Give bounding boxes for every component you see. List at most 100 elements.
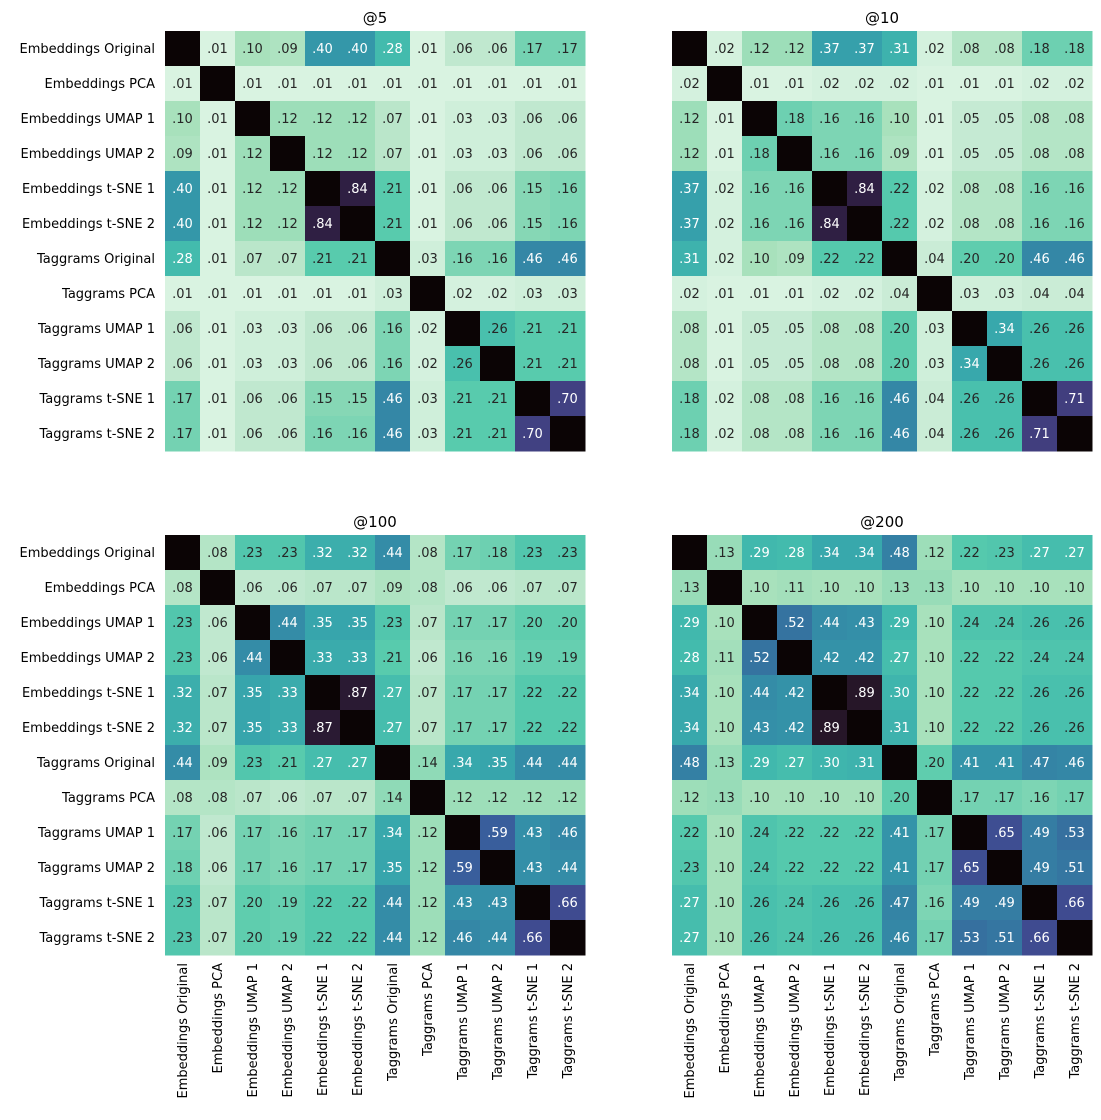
heatmap-cell — [515, 416, 551, 452]
cell-label: .40 — [347, 42, 368, 57]
cell-label: .01 — [417, 217, 438, 232]
heatmap-cell — [707, 780, 743, 816]
heatmap-cell — [550, 206, 586, 242]
cell-label: .21 — [557, 357, 578, 372]
heatmap-cell — [1022, 605, 1058, 641]
cell-label: .24 — [1029, 651, 1050, 666]
cell-label: .49 — [994, 896, 1015, 911]
cell-label: .23 — [557, 546, 578, 561]
heatmap-cell — [812, 276, 848, 312]
heatmap-cell — [847, 885, 883, 921]
cell-label: .16 — [819, 112, 840, 127]
cell-label: .06 — [172, 357, 193, 372]
cell-label: .08 — [417, 546, 438, 561]
cell-label: .44 — [557, 861, 578, 876]
cell-label: .30 — [889, 686, 910, 701]
cell-label: .06 — [452, 217, 473, 232]
cell-label: .08 — [1029, 112, 1050, 127]
cell-label: .17 — [312, 826, 333, 841]
heatmap-cell — [375, 171, 411, 207]
cell-label: .12 — [749, 42, 770, 57]
heatmap-cell — [480, 710, 516, 746]
heatmap-cell — [847, 850, 883, 886]
cell-label: .01 — [207, 112, 228, 127]
heatmap-cell — [340, 101, 376, 137]
heatmap-cell — [847, 570, 883, 606]
heatmap-cell — [165, 241, 201, 277]
heatmap-cell — [375, 570, 411, 606]
cell-label: .26 — [487, 322, 508, 337]
cell-label: .05 — [994, 147, 1015, 162]
heatmap-cell — [480, 241, 516, 277]
column-tick-label: Embeddings UMAP 2 — [281, 963, 296, 1098]
heatmap-cell — [375, 31, 411, 67]
heatmap-cell — [1057, 416, 1093, 452]
cell-label: .08 — [959, 42, 980, 57]
heatmap-cell — [165, 66, 201, 102]
heatmap-cell — [375, 136, 411, 172]
heatmap-cell — [952, 745, 988, 781]
cell-label: .02 — [417, 322, 438, 337]
heatmap-cell — [235, 381, 271, 417]
heatmap-cell — [375, 535, 411, 571]
column-tick-label: Taggrams UMAP 2 — [998, 963, 1013, 1081]
row-tick-label: Taggrams PCA — [61, 287, 155, 302]
heatmap-cell — [480, 136, 516, 172]
heatmap-cell — [672, 101, 708, 137]
heatmap-cell — [707, 276, 743, 312]
cell-label: .44 — [242, 651, 263, 666]
cell-label: .23 — [277, 546, 298, 561]
heatmap-cell — [550, 570, 586, 606]
heatmap-cell — [270, 535, 306, 571]
heatmap-cell — [375, 346, 411, 382]
cell-label: .49 — [1029, 826, 1050, 841]
heatmap-cell — [480, 535, 516, 571]
cell-label: .43 — [749, 721, 770, 736]
heatmap-cell — [672, 171, 708, 207]
cell-label: .02 — [854, 287, 875, 302]
heatmap-cell — [515, 311, 551, 347]
heatmap-cell — [270, 31, 306, 67]
heatmap-cell — [1022, 31, 1058, 67]
cell-label: .17 — [312, 861, 333, 876]
heatmap-cell — [987, 780, 1023, 816]
cell-label: .26 — [1029, 357, 1050, 372]
cell-label: .26 — [1064, 721, 1085, 736]
heatmap-cell — [305, 381, 341, 417]
cell-label: .02 — [679, 287, 700, 302]
cell-label: .16 — [1029, 182, 1050, 197]
row-tick-label: Embeddings t-SNE 1 — [22, 182, 155, 197]
heatmap-cell — [550, 605, 586, 641]
heatmap-cell — [200, 136, 236, 172]
heatmap-cell — [1022, 311, 1058, 347]
cell-label: .44 — [172, 756, 193, 771]
panel-title: @200 — [860, 513, 904, 531]
heatmap-cell — [235, 346, 271, 382]
heatmap-cell — [952, 535, 988, 571]
heatmap-cell — [165, 535, 201, 571]
cell-label: .10 — [924, 616, 945, 631]
cell-label: .01 — [784, 77, 805, 92]
heatmap-cell — [445, 416, 481, 452]
heatmap-cell — [515, 850, 551, 886]
heatmap-cell — [480, 640, 516, 676]
heatmap-cell — [200, 570, 236, 606]
heatmap-cell — [812, 101, 848, 137]
heatmap-cell — [707, 640, 743, 676]
cell-label: .07 — [242, 252, 263, 267]
cell-label: .13 — [889, 581, 910, 596]
cell-label: .71 — [1064, 392, 1085, 407]
heatmap-cell — [410, 745, 446, 781]
cell-label: .23 — [382, 616, 403, 631]
cell-label: .12 — [277, 112, 298, 127]
heatmap-cell — [1022, 136, 1058, 172]
heatmap-cell — [672, 535, 708, 571]
cell-label: .33 — [277, 721, 298, 736]
heatmap-cell — [515, 885, 551, 921]
heatmap-cell — [742, 850, 778, 886]
cell-label: .22 — [819, 252, 840, 267]
cell-label: .01 — [487, 77, 508, 92]
cell-label: .01 — [312, 287, 333, 302]
heatmap-cell — [987, 640, 1023, 676]
cell-label: .17 — [924, 931, 945, 946]
